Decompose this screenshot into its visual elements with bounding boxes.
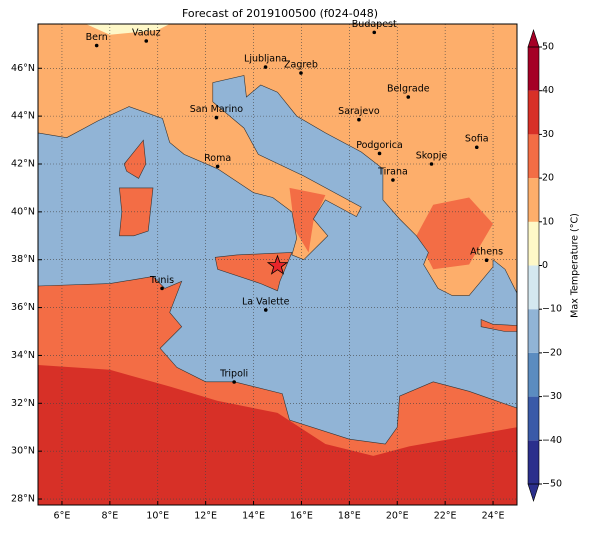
colorbar-tick-label: 40	[542, 85, 554, 96]
city-dot	[263, 308, 268, 312]
star-marker	[266, 254, 289, 275]
city-label: Tunis	[149, 275, 174, 286]
colorbar-bin	[528, 396, 539, 441]
city-label: San Marino	[190, 104, 243, 115]
city-label: Roma	[204, 153, 231, 164]
city-dot	[406, 95, 411, 99]
y-tick-label: 40°N	[11, 206, 35, 217]
city-dot	[215, 164, 220, 169]
colorbar-bin	[528, 309, 539, 353]
colorbar-bin	[528, 178, 539, 222]
colorbar-tick-label: −20	[542, 347, 562, 358]
city-dot	[372, 30, 377, 35]
warm-land	[416, 197, 493, 270]
city-label: La Valette	[242, 296, 290, 307]
city-dot	[357, 117, 361, 122]
colorbar-bin	[528, 221, 539, 266]
y-tick-label: 28°N	[11, 494, 35, 505]
city-dot	[94, 43, 99, 48]
island	[214, 252, 293, 292]
city-label: Skopje	[416, 150, 448, 161]
city-dot	[429, 162, 434, 166]
x-tick-label: 22°E	[434, 511, 457, 522]
x-tick-label: 10°E	[146, 511, 169, 522]
colorbar-tick-label: −30	[542, 391, 562, 402]
city-label: Bern	[86, 32, 108, 43]
colorbar-tick-label: 20	[542, 173, 554, 184]
city-label: Tripoli	[219, 368, 248, 379]
map-frame	[37, 23, 518, 506]
city-label: Belgrade	[387, 83, 430, 94]
city-label: Vaduz	[132, 27, 161, 38]
city-label: Athens	[470, 247, 503, 258]
colorbar-bin	[528, 90, 539, 135]
city-label: Ljubljana	[244, 54, 287, 65]
y-tick-label: 42°N	[11, 158, 35, 169]
y-tick-label: 44°N	[11, 111, 35, 122]
x-tick-label: 24°E	[482, 511, 505, 522]
title: Forecast of 2019100500 (f024-048)	[182, 7, 378, 20]
city-dot	[232, 380, 236, 384]
city-dot	[484, 258, 489, 262]
x-tick-label: 18°E	[338, 511, 361, 522]
island	[123, 139, 147, 179]
x-tick-label: 6°E	[54, 511, 71, 522]
colorbar-tick-label: −40	[542, 435, 562, 446]
colorbar-tick-label: 50	[542, 42, 554, 53]
colorbar-bin	[528, 352, 539, 397]
city-label: Sarajevo	[338, 106, 380, 117]
colorbar-tick-label: 0	[542, 260, 548, 271]
colorbar-tick-label: 10	[542, 216, 554, 227]
city-label: Podgorica	[356, 140, 403, 151]
x-tick-label: 16°E	[290, 511, 313, 522]
colorbar-tick-label: −10	[542, 304, 562, 315]
colorbar: −50 −40 −30 −20 −10 0 10 20 30 40 50 Max Temperatur…	[527, 29, 581, 502]
y-tick-label: 32°N	[11, 398, 35, 409]
colorbar-bin	[528, 440, 539, 484]
city-dot	[377, 151, 382, 156]
colorbar-tick-label: −50	[542, 479, 562, 490]
x-tick-label: 8°E	[101, 511, 118, 522]
cool-land	[85, 24, 170, 35]
y-tick-label: 30°N	[11, 446, 35, 457]
x-tick-label: 20°E	[386, 511, 409, 522]
x-tick-label: 14°E	[242, 511, 265, 522]
city-dot	[474, 145, 479, 150]
colorbar-bin	[528, 265, 539, 310]
y-tick-label: 46°N	[11, 63, 35, 74]
city-dot	[391, 178, 395, 182]
x-tick-label: 12°E	[194, 511, 217, 522]
colorbar-bin	[528, 134, 539, 179]
colorbar-bin	[528, 47, 539, 91]
y-tick-label: 34°N	[11, 350, 35, 361]
city-dot	[144, 39, 149, 43]
colorbar-tick-label: 30	[542, 129, 554, 140]
city-dot	[214, 115, 219, 120]
colorbar-extend-low	[527, 483, 540, 502]
city-dot	[299, 71, 303, 75]
warm-land	[289, 187, 326, 253]
island	[119, 187, 154, 237]
colorbar-label: Max Temperature (°C)	[570, 213, 581, 318]
city-label: Budapest	[352, 19, 397, 30]
city-label: Zagreb	[284, 60, 318, 71]
city-dot	[160, 286, 164, 291]
city-dot	[263, 65, 268, 69]
map	[38, 24, 517, 505]
colorbar-extend-high	[527, 29, 540, 48]
city-label: Sofia	[465, 134, 489, 145]
y-tick-label: 38°N	[11, 254, 35, 265]
y-tick-label: 36°N	[11, 302, 35, 313]
city-label: Tirana	[377, 167, 408, 178]
